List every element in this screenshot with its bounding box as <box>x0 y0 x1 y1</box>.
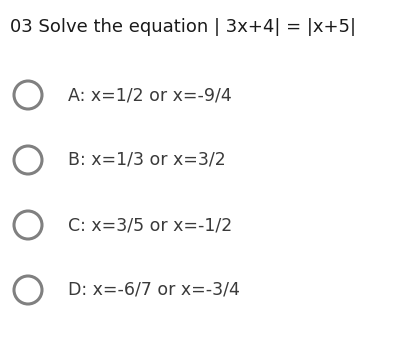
Ellipse shape <box>14 146 42 174</box>
Text: B: x=1/3 or x=3/2: B: x=1/3 or x=3/2 <box>68 151 226 169</box>
Ellipse shape <box>14 81 42 109</box>
Text: 03 Solve the equation | 3x+4| = |x+5|: 03 Solve the equation | 3x+4| = |x+5| <box>10 18 356 36</box>
Text: A: x=1/2 or x=-9/4: A: x=1/2 or x=-9/4 <box>68 86 232 104</box>
Text: C: x=3/5 or x=-1/2: C: x=3/5 or x=-1/2 <box>68 216 232 234</box>
Text: D: x=-6/7 or x=-3/4: D: x=-6/7 or x=-3/4 <box>68 281 240 299</box>
Ellipse shape <box>14 276 42 304</box>
Ellipse shape <box>14 211 42 239</box>
